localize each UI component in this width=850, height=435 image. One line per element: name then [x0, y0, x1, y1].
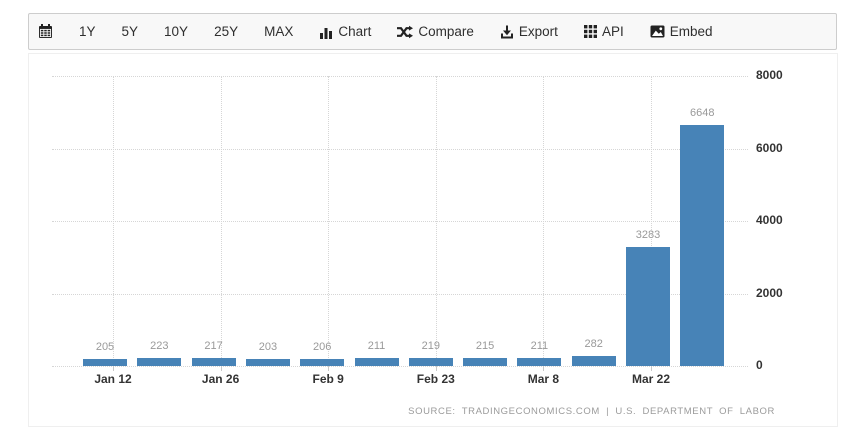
bar-value-label: 215	[475, 340, 495, 353]
bar[interactable]	[245, 358, 290, 366]
x-axis-label: Feb 9	[312, 372, 344, 386]
y-axis-label: 2000	[756, 285, 783, 300]
calendar-button[interactable]	[38, 22, 53, 41]
x-axis-tick	[113, 366, 114, 371]
bar[interactable]	[354, 358, 399, 366]
bar[interactable]	[408, 358, 453, 366]
x-axis-tick	[543, 366, 545, 371]
range-button-5y[interactable]: 5Y	[121, 24, 139, 39]
bar-chart-icon	[320, 27, 333, 39]
x-axis-label: Mar 8	[527, 372, 560, 386]
bar[interactable]	[191, 358, 236, 366]
vertical-gridline	[543, 76, 545, 366]
y-axis-label: 8000	[756, 68, 783, 82]
chart-button-label: Chart	[338, 24, 372, 39]
compare-button[interactable]: Compare	[397, 22, 474, 41]
chart-toolbar: 1Y 5Y 10Y 25Y MAX Chart Compare	[28, 13, 837, 50]
source-attribution: SOURCE: TRADINGECONOMICS.COM | U.S. DEPA…	[408, 406, 775, 417]
range-button-25y[interactable]: 25Y	[214, 24, 239, 39]
calendar-icon	[39, 24, 52, 38]
vertical-gridline	[220, 76, 222, 366]
x-axis-tick	[220, 366, 222, 371]
bar-value-label: 6648	[690, 107, 715, 119]
horizontal-gridline	[52, 76, 748, 77]
embed-button[interactable]: Embed	[650, 22, 713, 41]
bar-value-label: 219	[421, 340, 440, 353]
image-icon	[650, 25, 665, 38]
embed-button-label: Embed	[669, 24, 713, 39]
horizontal-gridline	[52, 221, 748, 222]
x-axis-tick	[651, 366, 652, 371]
bar-value-label: 206	[313, 340, 332, 353]
api-button[interactable]: API	[583, 22, 624, 41]
y-axis-label: 4000	[756, 213, 783, 227]
horizontal-gridline	[52, 366, 748, 367]
bar-value-label: 211	[367, 340, 386, 353]
export-button[interactable]: Export	[500, 22, 558, 41]
shuffle-icon	[397, 25, 414, 38]
y-axis-label: 6000	[756, 140, 783, 155]
vertical-gridline	[328, 76, 330, 366]
bar[interactable]	[300, 358, 345, 366]
bar-value-label: 282	[584, 337, 603, 350]
x-axis-label: Jan 26	[201, 372, 240, 386]
export-button-label: Export	[518, 24, 558, 39]
vertical-gridline	[113, 76, 114, 366]
x-axis-label: Feb 23	[416, 372, 455, 386]
x-axis-label: Mar 22	[631, 372, 671, 386]
bar-value-label: 205	[95, 340, 115, 353]
bar[interactable]	[83, 358, 127, 366]
download-icon	[500, 25, 513, 38]
vertical-gridline	[651, 76, 652, 366]
x-axis-tick	[328, 366, 330, 371]
range-button-1y[interactable]: 1Y	[79, 24, 96, 39]
horizontal-gridline	[52, 148, 748, 150]
bar[interactable]	[680, 125, 725, 366]
bar[interactable]	[571, 355, 616, 366]
bar-value-label: 3283	[635, 228, 661, 241]
bar-value-label: 203	[258, 340, 278, 353]
bar-value-label: 211	[530, 340, 549, 353]
bar-value-label: 223	[150, 339, 169, 352]
bar[interactable]	[517, 358, 562, 366]
vertical-gridline	[435, 76, 437, 366]
api-button-label: API	[601, 24, 624, 39]
bar[interactable]	[463, 358, 508, 366]
compare-button-label: Compare	[418, 24, 474, 39]
chart-container: 0 2000 4000 6000 8000 Jan 12 Jan 26 Feb 9 Feb 23…	[28, 53, 838, 427]
bar-value-label: 217	[204, 340, 223, 353]
range-button-max[interactable]: MAX	[264, 24, 294, 39]
bar[interactable]	[626, 246, 670, 366]
range-button-10y[interactable]: 10Y	[164, 24, 189, 39]
y-axis-label: 0	[756, 358, 763, 372]
grid-icon	[583, 25, 597, 38]
horizontal-gridline	[52, 293, 748, 295]
x-axis-tick	[435, 366, 437, 371]
plot-area: 0 2000 4000 6000 8000 Jan 12 Jan 26 Feb 9 Feb 23…	[29, 54, 837, 426]
x-axis-label: Jan 12	[94, 372, 132, 386]
bar[interactable]	[137, 357, 182, 366]
chart-type-button[interactable]: Chart	[319, 22, 371, 41]
